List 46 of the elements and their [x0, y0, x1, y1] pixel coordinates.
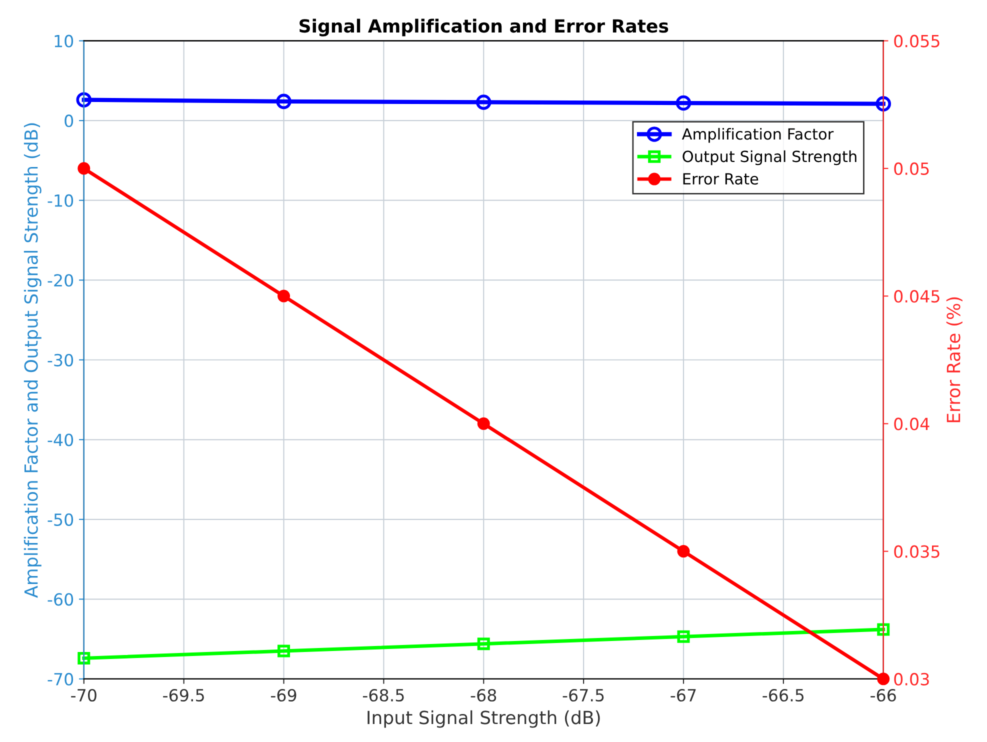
point: [78, 652, 90, 664]
x-axis-title: Input Signal Strength (dB): [368, 710, 600, 728]
point: [477, 638, 490, 650]
y-tick-label: -50: [48, 513, 74, 526]
x-tick-label: -67.5: [562, 688, 604, 702]
y-tick-label: -70: [48, 672, 74, 686]
y2-tick-label: 0.035: [894, 545, 940, 558]
y-tick-label: -40: [48, 434, 74, 446]
y2-tick-label: 0.04: [894, 418, 930, 430]
chart-title: Signal Amplification and Error Rates: [300, 18, 668, 36]
y2-tick-label: 0.055: [894, 34, 940, 48]
y2-tick-label: 0.05: [894, 162, 929, 176]
point: [278, 644, 290, 658]
point: [877, 623, 890, 636]
y-tick-label: -20: [48, 274, 74, 287]
point: [676, 95, 692, 111]
y2-tick-label: 0.045: [894, 290, 940, 303]
point: [877, 672, 890, 686]
point: [276, 94, 292, 110]
x-tick-label: -68: [470, 688, 496, 702]
y-tick-label: 0: [64, 114, 74, 128]
y-tick-label: 10: [54, 34, 74, 48]
point: [76, 92, 92, 108]
y-tick-label: -10: [48, 194, 74, 207]
point: [677, 630, 690, 643]
x-tick-label: -68.5: [362, 688, 404, 702]
legend-label: Error Rate: [683, 173, 758, 185]
x-tick-label: -70: [71, 688, 96, 702]
y-tick-label: -30: [48, 354, 74, 366]
x-tick-label: -66: [870, 688, 896, 702]
point: [78, 162, 90, 175]
point: [677, 545, 690, 558]
y2-axis-title: Error Rate (%): [946, 297, 962, 422]
x-tick-label: -69.5: [163, 688, 204, 702]
legend-label: Output Signal Strength: [682, 150, 856, 166]
point: [876, 96, 892, 112]
x-tick-label: -67: [670, 688, 696, 702]
x-tick-label: -66.5: [762, 688, 804, 702]
y-axis-title: Amplification Factor and Output Signal Strength (dB): [24, 123, 42, 598]
point: [476, 94, 492, 110]
y2-tick-label: 0.03: [894, 672, 929, 686]
y-tick-label: -60: [48, 593, 74, 606]
point: [278, 290, 290, 302]
x-tick-label: -69: [270, 688, 296, 702]
legend-label: Amplification Factor: [682, 128, 834, 143]
point: [477, 417, 490, 430]
